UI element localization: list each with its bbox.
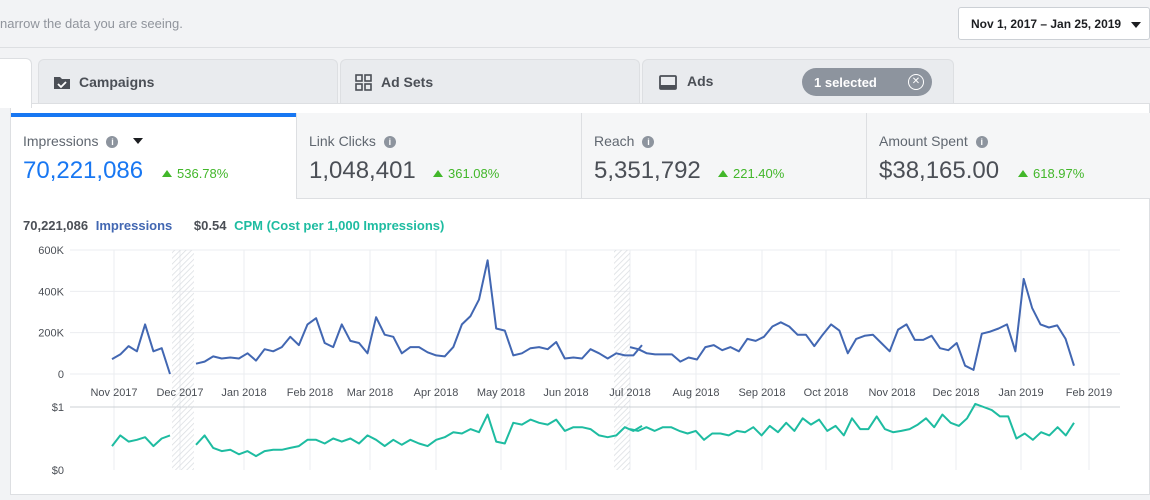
x-tick-label: Apr 2018 bbox=[414, 387, 459, 399]
x-tick-label: Nov 2018 bbox=[868, 387, 915, 399]
metric-title: Impressions i bbox=[23, 133, 119, 149]
metric-title: Link Clicks i bbox=[309, 133, 396, 149]
no-data-region bbox=[172, 250, 194, 470]
x-tick-label: Jan 2018 bbox=[221, 387, 266, 399]
legend-impressions-value: 70,221,086 bbox=[23, 218, 89, 233]
metric-value: 70,221,086 bbox=[23, 157, 144, 184]
metric-delta: 536.78% bbox=[162, 166, 228, 181]
metric-label: Impressions bbox=[23, 133, 99, 149]
x-tick-label: Jan 2019 bbox=[998, 387, 1043, 399]
chevron-down-icon bbox=[1131, 22, 1141, 28]
info-icon[interactable]: i bbox=[383, 136, 396, 148]
legend-cpm-label: CPM (Cost per 1,000 Impressions) bbox=[234, 218, 445, 233]
x-tick-label: Sep 2018 bbox=[738, 387, 785, 399]
cpm-line bbox=[195, 413, 643, 458]
cpm-line bbox=[111, 434, 171, 448]
x-tick-label: Feb 2019 bbox=[1066, 387, 1112, 399]
legend-impressions-label: Impressions bbox=[95, 218, 173, 233]
cpm-line bbox=[629, 402, 1075, 441]
x-tick-label: Feb 2018 bbox=[287, 387, 333, 399]
impressions-line bbox=[629, 277, 1075, 371]
metric-delta-value: 221.40% bbox=[733, 166, 785, 181]
info-icon[interactable]: i bbox=[642, 136, 655, 148]
legend-cpm-value: $0.54 bbox=[193, 218, 227, 233]
active-tab-indicator bbox=[11, 113, 296, 117]
x-tick-label: May 2018 bbox=[477, 387, 525, 399]
filter-hint: narrow the data you are seeing. bbox=[0, 16, 183, 31]
metric-tab-amount-spent[interactable]: Amount Spent i $38,165.00 618.97% bbox=[867, 113, 1150, 199]
cpm-y-tick-label: $0 bbox=[52, 465, 64, 477]
impressions-line bbox=[195, 259, 643, 365]
y-tick-label: 400K bbox=[38, 286, 64, 298]
metric-tab-impressions[interactable]: Impressions i 70,221,086 536.78% bbox=[11, 113, 297, 199]
ad-monitor-icon bbox=[659, 75, 677, 90]
x-tick-label: Nov 2017 bbox=[90, 387, 137, 399]
x-tick-label: Jun 2018 bbox=[543, 387, 588, 399]
x-tick-label: Dec 2017 bbox=[156, 387, 203, 399]
tab-campaigns[interactable]: Campaigns bbox=[38, 59, 338, 103]
date-range-label: Nov 1, 2017 – Jan 25, 2019 bbox=[971, 17, 1122, 31]
up-arrow-icon bbox=[1018, 170, 1028, 177]
metric-delta-value: 536.78% bbox=[177, 166, 229, 181]
info-icon[interactable]: i bbox=[975, 136, 988, 148]
date-range-picker[interactable]: Nov 1, 2017 – Jan 25, 2019 bbox=[958, 7, 1150, 40]
clear-selection-icon[interactable]: ✕ bbox=[908, 74, 924, 90]
metric-title: Amount Spent i bbox=[879, 133, 988, 149]
metric-label: Link Clicks bbox=[309, 133, 376, 149]
x-tick-label: Aug 2018 bbox=[672, 387, 719, 399]
tab-campaigns-label: Campaigns bbox=[79, 74, 155, 90]
folder-check-icon bbox=[54, 77, 70, 89]
up-arrow-icon bbox=[718, 170, 728, 177]
metric-delta: 221.40% bbox=[718, 166, 784, 181]
up-arrow-icon bbox=[162, 170, 172, 177]
tab-ad-sets-label: Ad Sets bbox=[381, 74, 434, 90]
info-icon[interactable]: i bbox=[106, 136, 119, 148]
x-tick-label: Oct 2018 bbox=[804, 387, 849, 399]
metric-value: 1,048,401 bbox=[309, 157, 416, 184]
metric-title: Reach i bbox=[594, 133, 655, 149]
insights-panel: Impressions i 70,221,086 536.78% Link Cli… bbox=[10, 103, 1150, 495]
grid-icon bbox=[355, 74, 372, 91]
cpm-y-tick-label: $1 bbox=[52, 402, 64, 414]
metric-delta-value: 618.97% bbox=[1033, 166, 1085, 181]
tab-account[interactable] bbox=[0, 58, 32, 108]
selection-count: 1 selected bbox=[814, 75, 877, 90]
top-bar: narrow the data you are seeing. Nov 1, 2… bbox=[0, 0, 1150, 48]
metric-tab-reach[interactable]: Reach i 5,351,792 221.40% bbox=[582, 113, 867, 199]
metric-delta: 361.08% bbox=[433, 166, 499, 181]
x-tick-label: Mar 2018 bbox=[347, 387, 393, 399]
metric-label: Reach bbox=[594, 133, 635, 149]
tab-ad-sets[interactable]: Ad Sets bbox=[340, 59, 640, 103]
x-tick-label: Jul 2018 bbox=[609, 387, 651, 399]
impressions-line bbox=[111, 323, 171, 375]
y-tick-label: 200K bbox=[38, 328, 64, 340]
y-tick-label: 600K bbox=[38, 245, 64, 257]
chevron-down-icon[interactable] bbox=[133, 138, 143, 144]
no-data-region bbox=[614, 250, 630, 470]
tab-ads-label: Ads bbox=[687, 73, 714, 89]
metric-delta-value: 361.08% bbox=[448, 166, 500, 181]
metric-delta: 618.97% bbox=[1018, 166, 1084, 181]
metric-label: Amount Spent bbox=[879, 133, 968, 149]
metric-value: $38,165.00 bbox=[879, 157, 1000, 184]
chart-legend: 70,221,086 Impressions $0.54 CPM (Cost p… bbox=[23, 218, 444, 233]
up-arrow-icon bbox=[433, 170, 443, 177]
metric-tab-link-clicks[interactable]: Link Clicks i 1,048,401 361.08% bbox=[297, 113, 582, 199]
x-tick-label: Dec 2018 bbox=[932, 387, 979, 399]
metric-value: 5,351,792 bbox=[594, 157, 701, 184]
selection-pill[interactable]: 1 selected ✕ bbox=[802, 68, 932, 96]
y-tick-label: 0 bbox=[58, 369, 64, 381]
